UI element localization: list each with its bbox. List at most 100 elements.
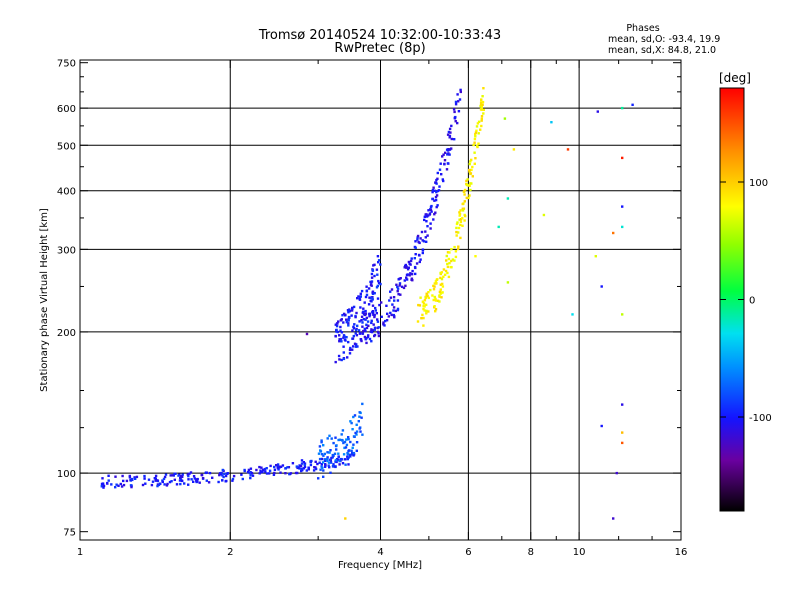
data-point: [186, 473, 189, 476]
data-point: [347, 463, 350, 466]
data-point: [322, 475, 325, 478]
x-tick-label: 6: [465, 547, 471, 558]
data-point: [305, 469, 308, 472]
data-point: [327, 464, 330, 467]
data-point: [421, 239, 424, 242]
data-point: [435, 178, 438, 182]
data-point: [440, 277, 444, 281]
data-point: [349, 420, 352, 423]
data-point: [468, 162, 471, 166]
data-point: [476, 145, 479, 149]
data-point: [370, 328, 373, 331]
data-point: [189, 471, 193, 474]
data-point: [177, 474, 180, 477]
data-point: [405, 266, 408, 269]
data-point: [188, 472, 191, 475]
data-point: [273, 465, 276, 469]
data-point: [435, 182, 438, 185]
data-point: [312, 469, 316, 472]
data-point: [367, 303, 371, 306]
data-point: [428, 213, 431, 216]
data-point: [409, 272, 412, 275]
data-point: [431, 190, 434, 194]
data-point: [125, 479, 129, 483]
data-point: [397, 293, 400, 296]
data-point: [355, 449, 358, 452]
data-point: [497, 225, 500, 229]
data-point: [450, 147, 453, 150]
data-point: [458, 211, 461, 214]
data-point: [463, 193, 466, 196]
data-point: [451, 258, 455, 261]
data-point: [377, 259, 381, 262]
data-point: [347, 311, 350, 314]
data-point: [362, 307, 365, 310]
phases-label: Phases: [626, 23, 659, 34]
data-point: [376, 318, 379, 321]
data-point: [453, 116, 457, 119]
data-point: [261, 468, 265, 472]
data-point: [323, 465, 327, 468]
data-point: [344, 463, 347, 466]
data-point: [354, 329, 358, 332]
y-tick-label: 750: [57, 59, 76, 70]
data-point: [154, 479, 157, 482]
data-point: [430, 210, 433, 213]
data-point: [429, 208, 433, 211]
data-point: [221, 468, 224, 472]
data-point: [200, 473, 203, 477]
data-point: [128, 476, 132, 479]
data-point: [425, 312, 428, 315]
data-point: [318, 445, 322, 448]
data-point: [396, 287, 400, 290]
data-point: [224, 480, 227, 483]
data-point: [371, 311, 374, 314]
data-point: [356, 297, 359, 300]
data-point: [268, 469, 272, 472]
data-point: [621, 313, 624, 316]
y-tick-label: 500: [57, 141, 76, 152]
data-point: [431, 197, 434, 201]
data-point: [352, 443, 355, 446]
data-point: [361, 332, 364, 335]
data-point: [621, 441, 624, 445]
data-point: [326, 456, 329, 459]
data-point: [448, 261, 451, 265]
data-point: [450, 259, 453, 263]
data-point: [480, 124, 483, 128]
data-point: [320, 465, 323, 468]
data-point: [367, 324, 370, 327]
data-point: [349, 455, 352, 458]
data-point: [433, 295, 436, 299]
data-point: [114, 475, 117, 478]
data-point: [364, 318, 367, 321]
colorbar-tick-label: -100: [749, 413, 772, 424]
data-point: [454, 120, 457, 123]
data-point: [326, 457, 329, 461]
data-point: [331, 456, 334, 459]
data-point: [309, 463, 313, 467]
data-point: [360, 315, 364, 318]
data-point: [414, 240, 417, 243]
data-point: [169, 474, 172, 477]
data-point: [376, 284, 379, 288]
data-point: [455, 234, 458, 237]
data-point: [289, 472, 293, 475]
data-point: [446, 251, 450, 254]
data-point: [448, 127, 452, 131]
data-point: [455, 226, 458, 230]
data-point: [393, 315, 396, 318]
data-point: [432, 288, 436, 291]
data-point: [471, 165, 474, 169]
data-point: [286, 466, 289, 469]
data-point: [418, 304, 422, 307]
data-point: [448, 136, 451, 139]
x-axis-title: Frequency [MHz]: [338, 560, 422, 571]
data-point: [347, 315, 351, 319]
data-point: [458, 98, 462, 101]
data-point: [220, 471, 223, 475]
data-point: [240, 473, 243, 476]
data-point: [351, 337, 355, 340]
data-point: [333, 452, 337, 455]
data-point: [474, 133, 477, 136]
